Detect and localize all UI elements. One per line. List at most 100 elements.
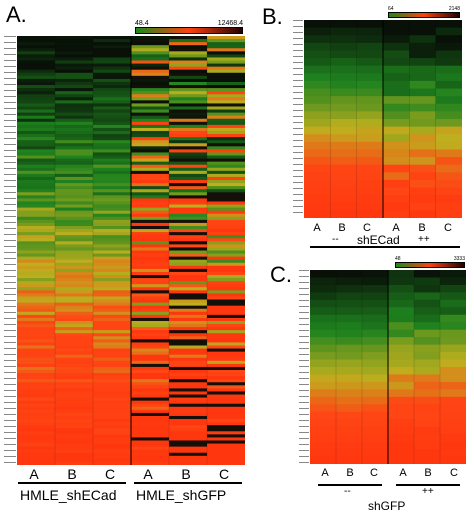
heatmap-cell [207,302,245,307]
heatmap-cell [55,333,94,337]
heatmap-cell [17,195,56,199]
heatmap-cell [336,374,363,383]
heatmap-cell [207,317,245,322]
heatmap-cell [17,100,56,104]
heatmap-cell [169,216,208,221]
heatmap-cell [131,66,170,71]
heatmap-cell [93,127,132,132]
heatmap-cell [93,275,132,279]
heatmap-cell [356,27,384,36]
heatmap-cell [131,360,170,365]
heatmap-cell [440,299,466,308]
panel-c-col-label: C [370,467,378,479]
heatmap-cell [55,241,94,245]
heatmap-cell [207,376,245,380]
heatmap-cell [131,244,170,248]
heatmap-cell [17,422,56,426]
heatmap-cell [17,287,56,291]
heatmap-cell [409,179,437,189]
heatmap-cell [17,219,56,224]
heatmap-cell [55,232,94,236]
heatmap-cell [169,339,208,343]
heatmap-cell [55,339,94,343]
heatmap-cell [17,376,56,380]
heatmap-cell [17,247,56,251]
heatmap-cell [169,143,208,147]
heatmap-cell [207,210,245,215]
heatmap-cell [93,422,132,426]
heatmap-cell [131,72,170,77]
heatmap-cell [55,54,94,58]
heatmap-cell [169,155,208,160]
heatmap-cell [93,357,132,362]
heatmap-cell [207,415,245,420]
heatmap-cell [356,88,384,97]
heatmap-cell [330,65,358,74]
heatmap-cell [93,400,132,405]
heatmap-cell [93,124,132,129]
heatmap-cell [55,419,94,423]
heatmap-cell [207,434,245,438]
heatmap-cell [169,259,208,264]
heatmap-cell [440,359,466,368]
heatmap-cell [17,186,56,190]
heatmap-cell [310,441,337,450]
heatmap-cell [207,271,245,276]
heatmap-cell [93,388,132,392]
panel-b-col-label: B [338,222,346,234]
heatmap-cell [414,411,441,420]
heatmap-cell [414,359,441,368]
heatmap-cell [409,50,437,59]
heatmap-cell [131,290,170,294]
heatmap-cell [207,265,245,270]
heatmap-cell [169,363,208,368]
heatmap-cell [17,431,56,435]
heatmap-cell [304,50,331,59]
heatmap-cell [207,314,245,319]
heatmap-cell [55,400,94,405]
heatmap-cell [17,324,56,328]
heatmap-cell [356,50,384,59]
heatmap-cell [310,299,337,308]
heatmap-cell [440,284,466,293]
heatmap-cell [17,36,56,40]
heatmap-cell [207,422,245,426]
heatmap-cell [435,65,462,74]
heatmap-cell [17,149,56,153]
heatmap-cell [388,307,415,316]
heatmap-cell [207,290,245,294]
heatmap-cell [93,189,132,193]
panel-a-group-label: HMLE_shECad [20,487,117,503]
heatmap-cell [131,42,170,46]
heatmap-cell [440,426,466,435]
heatmap-cell [383,195,410,204]
heatmap-cell [131,370,170,374]
heatmap-cell [93,57,132,62]
heatmap-cell [131,339,170,343]
heatmap-cell [388,352,415,361]
heatmap-cell [169,317,208,322]
heatmap-cell [93,192,132,196]
heatmap-cell [93,103,132,107]
heatmap-cell [409,202,437,211]
heatmap-cell [356,126,384,135]
heatmap-cell [310,307,337,316]
heatmap-cell [310,344,337,353]
heatmap-cell [93,256,132,261]
heatmap-cell [169,213,208,218]
heatmap-cell [93,88,132,92]
heatmap-cell [55,189,94,193]
heatmap-cell [414,344,441,353]
heatmap-cell [17,173,56,178]
heatmap-cell [207,379,245,383]
heatmap-cell [435,58,462,67]
heatmap-cell [55,440,94,445]
heatmap-cell [131,198,170,202]
heatmap-cell [55,57,94,62]
heatmap-cell [131,63,170,68]
heatmap-cell [55,100,94,104]
heatmap-cell [435,141,462,150]
heatmap-cell [93,42,132,46]
heatmap-cell [169,385,208,389]
heatmap-cell [435,20,462,29]
